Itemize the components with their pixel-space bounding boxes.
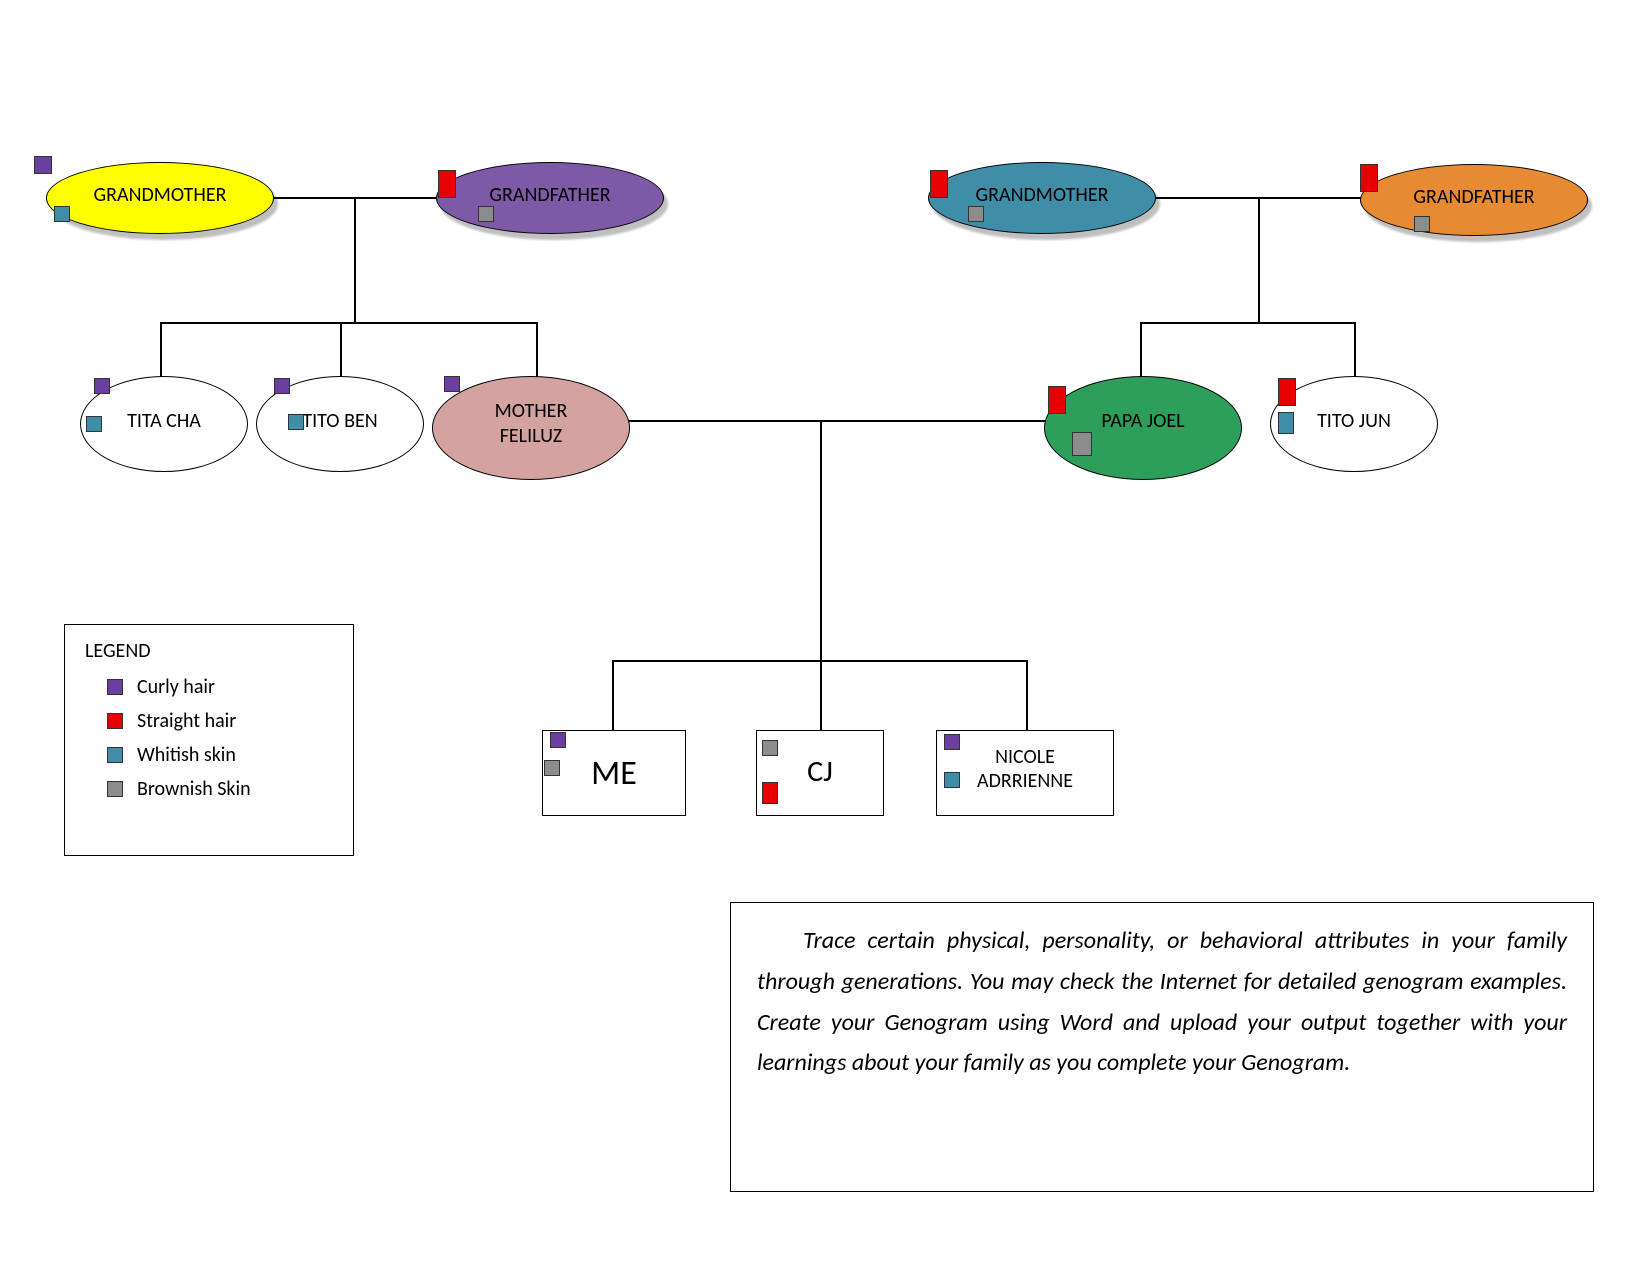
person-label: PAPA JOEL [1045, 409, 1241, 434]
trait-marker [54, 206, 70, 222]
legend-item: Whitish skin [107, 743, 333, 767]
person-gm-left: GRANDMOTHER [46, 162, 274, 234]
connector-line [820, 660, 822, 732]
trait-marker [550, 732, 566, 748]
legend-title: LEGEND [85, 639, 333, 663]
trait-marker [1048, 386, 1066, 414]
connector-line [1354, 322, 1356, 378]
legend-label: Brownish Skin [137, 777, 251, 801]
trait-marker [274, 378, 290, 394]
person-label: TITA CHA [81, 409, 247, 434]
trait-marker [34, 156, 52, 174]
trait-marker [1072, 432, 1092, 456]
connector-line [160, 322, 538, 324]
legend-swatch [107, 747, 123, 763]
connector-line [160, 322, 162, 378]
trait-marker [1278, 412, 1294, 434]
trait-marker [762, 740, 778, 756]
person-label: TITO JUN [1271, 409, 1437, 434]
genogram-stage: GRANDMOTHER GRANDFATHER GRANDMOTHER GRANDFA… [0, 0, 1651, 1275]
person-papa-joel: PAPA JOEL [1044, 376, 1242, 480]
legend-swatch [107, 713, 123, 729]
trait-marker [288, 414, 304, 430]
trait-marker [930, 170, 948, 198]
trait-marker [438, 170, 456, 198]
connector-line [1140, 322, 1356, 324]
connector-line [612, 660, 614, 732]
person-label: NICOLEADRRIENNE [937, 745, 1113, 793]
connector-line [354, 197, 356, 323]
connector-line [1026, 660, 1028, 732]
instructions-box: Trace certain physical, personality, or … [730, 902, 1594, 1192]
trait-marker [94, 378, 110, 394]
trait-marker [944, 772, 960, 788]
trait-marker [444, 376, 460, 392]
person-label: TITO BEN [257, 409, 423, 434]
legend-item: Brownish Skin [107, 777, 333, 801]
trait-marker [478, 206, 494, 222]
trait-marker [544, 760, 560, 776]
person-label: GRANDMOTHER [929, 183, 1155, 208]
trait-marker [944, 734, 960, 750]
trait-marker [1414, 216, 1430, 232]
trait-marker [1278, 378, 1296, 406]
connector-line [1140, 322, 1142, 378]
legend-label: Curly hair [137, 675, 215, 699]
legend-label: Straight hair [137, 709, 236, 733]
person-gf-left: GRANDFATHER [436, 162, 664, 234]
trait-marker [1360, 164, 1378, 192]
connector-line [340, 322, 342, 378]
connector-line [1258, 197, 1260, 323]
legend-item: Straight hair [107, 709, 333, 733]
person-label: ME [543, 753, 685, 794]
legend-swatch [107, 679, 123, 695]
legend-box: LEGEND Curly hair Straight hair Whitish ski… [64, 624, 354, 856]
trait-marker [86, 416, 102, 432]
trait-marker [762, 782, 778, 804]
legend-item: Curly hair [107, 675, 333, 699]
legend-label: Whitish skin [137, 743, 236, 767]
person-label: GRANDFATHER [1361, 185, 1587, 210]
instructions-first-line: Trace certain physical, personality, or … [803, 926, 1315, 955]
person-gf-right: GRANDFATHER [1360, 164, 1588, 236]
person-nicole: NICOLEADRRIENNE [936, 730, 1114, 816]
person-label: MOTHERFELILUZ [433, 399, 629, 449]
person-gm-right: GRANDMOTHER [928, 162, 1156, 234]
person-label: GRANDFATHER [437, 183, 663, 208]
trait-marker [968, 206, 984, 222]
connector-line [820, 420, 822, 662]
connector-line [628, 420, 1048, 422]
person-mother: MOTHERFELILUZ [432, 376, 630, 480]
connector-line [536, 322, 538, 378]
person-label: GRANDMOTHER [47, 183, 273, 208]
legend-swatch [107, 781, 123, 797]
